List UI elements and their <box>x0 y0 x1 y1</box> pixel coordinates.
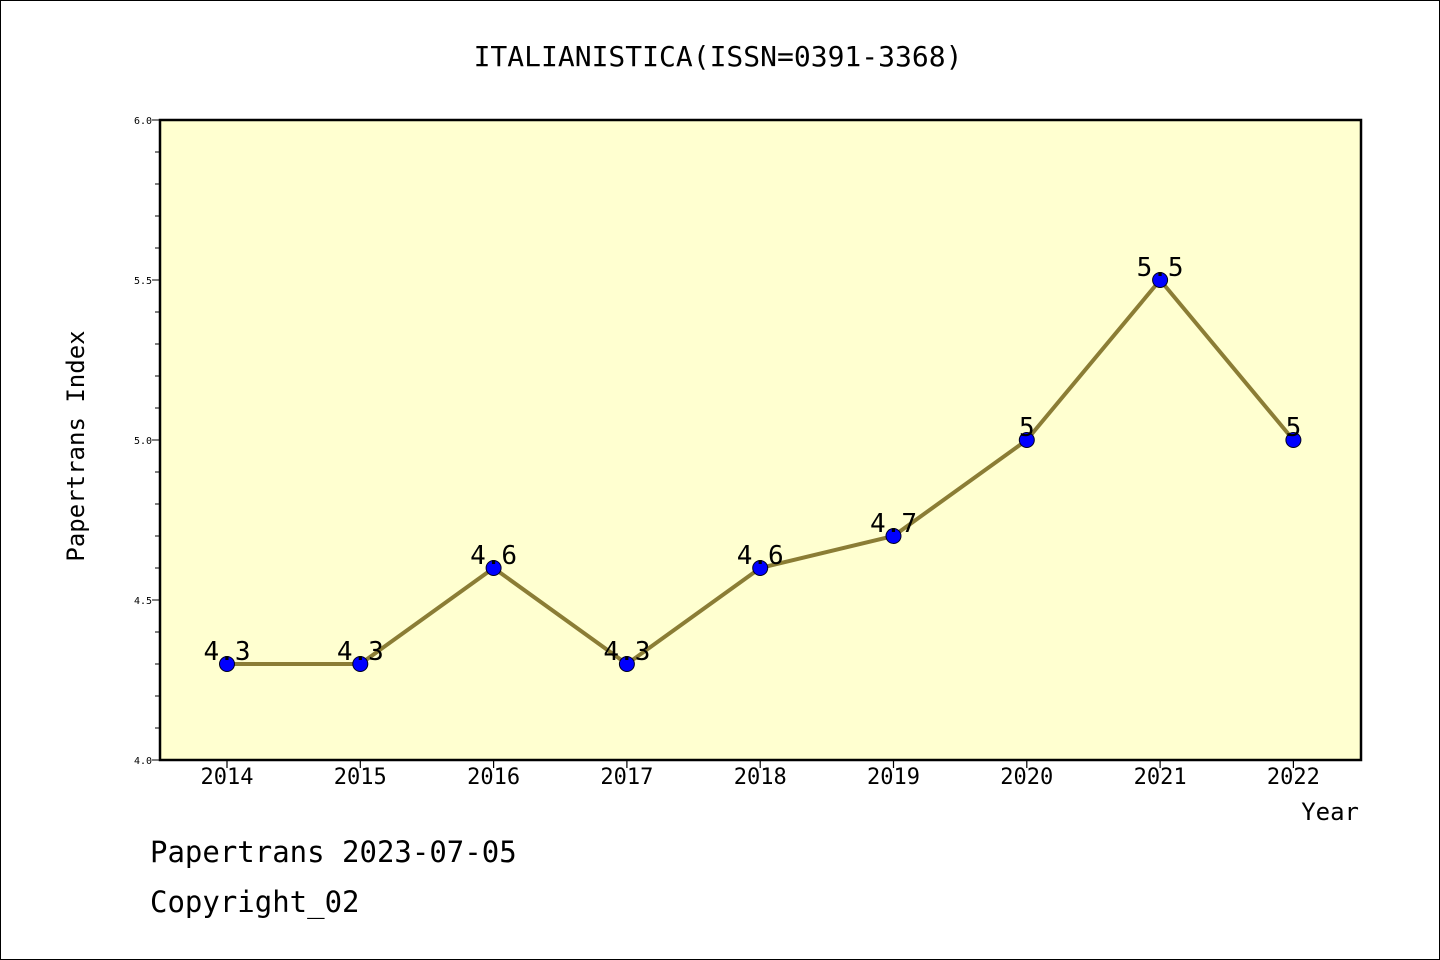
chart-title: ITALIANISTICA(ISSN=0391-3368) <box>474 40 963 73</box>
y-axis-ticks: 4.0 4.5 5.0 5.5 6.0 <box>134 116 152 767</box>
data-point <box>618 656 635 672</box>
data-point <box>885 528 902 544</box>
footer-source: Papertrans 2023-07-05 <box>150 835 517 869</box>
x-tick-label: 2021 <box>1134 765 1187 790</box>
data-point <box>352 656 369 672</box>
plot-border <box>158 118 1363 762</box>
data-label: 4.6 <box>470 541 517 571</box>
y-tick-label: 4.0 <box>134 756 152 767</box>
y-tick-label: 4.5 <box>134 596 152 607</box>
x-tick-label: 2022 <box>1267 765 1320 790</box>
data-label: 4.3 <box>603 637 650 667</box>
data-point <box>1152 272 1169 288</box>
data-label: 4.7 <box>870 509 917 539</box>
x-tick-label: 2014 <box>201 765 254 790</box>
data-point <box>1018 432 1035 448</box>
data-point <box>485 560 502 576</box>
footer-copyright: Copyright_02 <box>150 885 360 919</box>
x-tick-label: 2015 <box>334 765 387 790</box>
data-point <box>219 656 235 672</box>
x-axis-ticks: 2014 2015 2016 2017 2018 2019 2020 2021 2022 <box>201 760 1320 790</box>
x-tick-label: 2017 <box>600 765 653 790</box>
x-tick-label: 2019 <box>867 765 920 790</box>
plot-area <box>160 120 1361 760</box>
x-tick-label: 2018 <box>734 765 787 790</box>
x-tick-label: 2016 <box>467 765 520 790</box>
data-point-group <box>219 272 1302 672</box>
data-point <box>752 560 769 576</box>
y-tick-label: 5.0 <box>134 436 152 447</box>
data-label: 4.6 <box>737 541 784 571</box>
data-label: 5.5 <box>1137 253 1184 283</box>
x-axis-label: Year <box>1301 798 1359 826</box>
y-tick-label: 6.0 <box>134 116 152 127</box>
data-point <box>1285 432 1302 448</box>
data-label-group: 4.3 4.3 4.6 4.3 4.6 4.7 5 5.5 5 <box>204 253 1302 667</box>
x-tick-label: 2020 <box>1000 765 1053 790</box>
y-tick-label: 5.5 <box>134 276 152 287</box>
data-label: 4.3 <box>337 637 384 667</box>
data-label: 5 <box>1286 413 1302 443</box>
data-label: 4.3 <box>204 637 251 667</box>
y-axis-label: Papertrans Index <box>62 330 90 561</box>
data-label: 5 <box>1019 413 1035 443</box>
